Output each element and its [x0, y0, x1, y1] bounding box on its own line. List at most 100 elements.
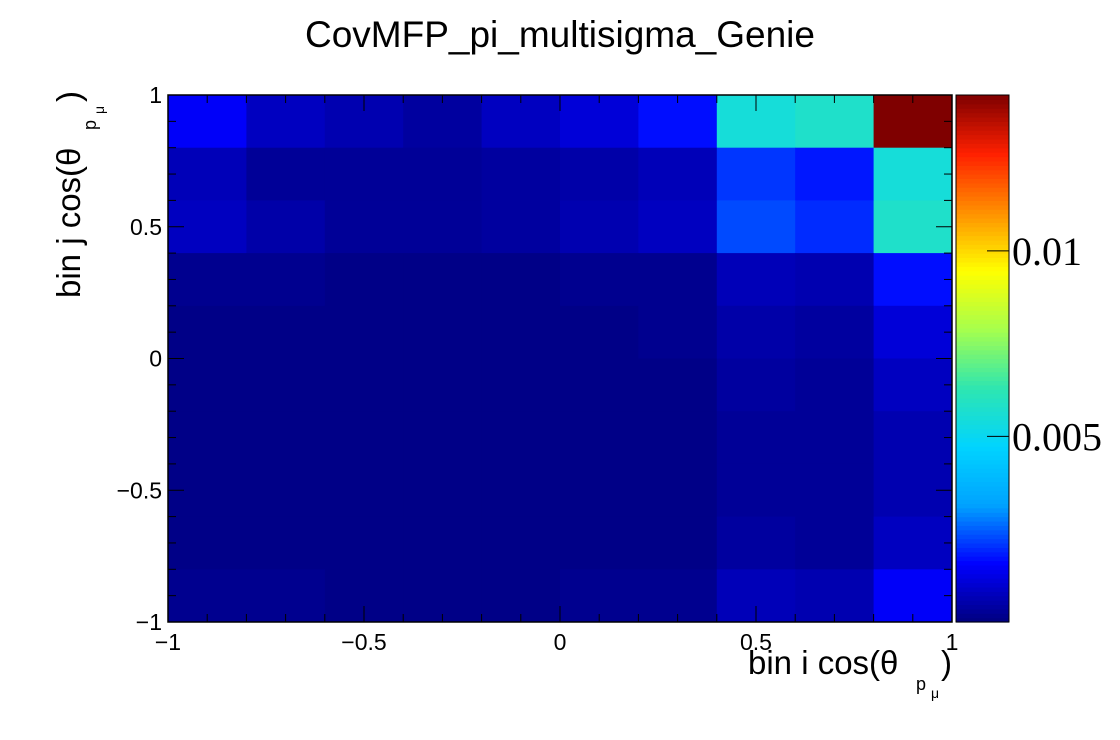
colorbar-segment [956, 402, 1009, 408]
colorbar-segment [956, 354, 1009, 360]
colorbar-segment [956, 428, 1009, 434]
heatmap-cell [168, 95, 247, 149]
colorbar-segment [956, 419, 1009, 425]
heatmap-cell [168, 358, 247, 412]
heatmap-cell [716, 463, 796, 518]
heatmap-cell [403, 253, 483, 307]
heatmap-cell [560, 358, 639, 412]
colorbar-segment [956, 358, 1009, 364]
colorbar-segment [956, 494, 1009, 500]
colorbar-segment [956, 406, 1009, 412]
colorbar-segment [956, 301, 1009, 307]
title-box [260, 4, 860, 66]
colorbar-segment [956, 547, 1009, 553]
colorbar-segment [956, 160, 1009, 166]
heatmap-cell [324, 411, 404, 465]
colorbar-segment [956, 178, 1009, 184]
x-tick-label: 1 [946, 629, 959, 655]
colorbar-segment [956, 564, 1009, 570]
colorbar-segment [956, 450, 1009, 456]
heatmap-cell [873, 411, 953, 465]
x-tick-label: 0.5 [740, 629, 772, 655]
colorbar-segment [956, 608, 1009, 614]
colorbar-segment [956, 204, 1009, 210]
colorbar-segment [956, 582, 1009, 588]
color-scale-bar: 0.005 0.01 [955, 94, 1102, 623]
heatmap-cell [481, 253, 561, 307]
colorbar-segment [956, 591, 1009, 597]
colorbar-segment [956, 222, 1009, 228]
colorbar-segment [956, 617, 1009, 623]
colorbar-segment [956, 573, 1009, 579]
heatmap-cell [795, 253, 875, 307]
heatmap-cell [638, 305, 718, 359]
colorbar-segment [956, 310, 1009, 316]
heatmap-cell [246, 200, 326, 254]
y-axis-label-sub-mu: μ [91, 106, 107, 114]
heatmap-cells [168, 95, 953, 623]
colorbar-segment [956, 516, 1009, 522]
heatmap-cell [168, 147, 247, 201]
colorbar-segment [956, 244, 1009, 250]
x-axis-label-close: ) [941, 644, 952, 681]
colorbar-segment [956, 534, 1009, 540]
heatmap-cell [795, 147, 875, 201]
heatmap-cell [638, 200, 718, 254]
heatmap-cell [560, 95, 639, 149]
colorbar-segment [956, 152, 1009, 158]
colorbar-segment [956, 253, 1009, 259]
colorbar-segment [956, 503, 1009, 509]
colorbar-segment [956, 446, 1009, 452]
colorbar-segment [956, 340, 1009, 346]
colorbar-segment [956, 99, 1009, 105]
colorbar-segment [956, 538, 1009, 544]
y-axis-label-main: bin j cos(θ [50, 148, 87, 298]
colorbar-segment [956, 376, 1009, 382]
heatmap-cell [481, 516, 561, 570]
heatmap-cell [560, 200, 639, 254]
colorbar-segment [956, 367, 1009, 373]
heatmap-cell [246, 95, 326, 149]
colorbar-segment [956, 182, 1009, 188]
heatmap-cell [168, 411, 247, 465]
heatmap-cell [638, 147, 718, 201]
heatmap-cell [638, 411, 718, 465]
heatmap-cell [795, 200, 875, 254]
heatmap-cell [873, 569, 953, 623]
heatmap-cell [560, 463, 639, 518]
colorbar-segment [956, 384, 1009, 390]
heatmap-cell [716, 200, 796, 254]
colorbar-segment [956, 261, 1009, 267]
colorbar-segment [956, 209, 1009, 215]
colorbar-tick-label: 0.005 [1012, 414, 1102, 459]
colorbar-segment [956, 323, 1009, 329]
heatmap-cell [403, 147, 483, 201]
colorbar-segment [956, 266, 1009, 272]
colorbar-segment [956, 297, 1009, 303]
colorbar-segment [956, 459, 1009, 465]
colorbar-segment [956, 239, 1009, 245]
colorbar-segment [956, 288, 1009, 294]
x-tick-label: −0.5 [341, 629, 386, 655]
colorbar-segment [956, 125, 1009, 131]
colorbar-segment [956, 525, 1009, 531]
x-axis-label-sub-p: p [916, 674, 926, 694]
colorbar-segment [956, 279, 1009, 285]
heatmap-cell [638, 569, 718, 623]
colorbar-segment [956, 345, 1009, 351]
heatmap-cell [324, 305, 404, 359]
heatmap-cell [716, 358, 796, 412]
heatmap-cell [403, 569, 483, 623]
heatmap-cell [716, 305, 796, 359]
heatmap-cell [168, 305, 247, 359]
colorbar-segment [956, 116, 1009, 122]
heatmap-cell [403, 305, 483, 359]
colorbar-segment [956, 468, 1009, 474]
heatmap-cell [716, 516, 796, 570]
heatmap-cell [246, 463, 326, 518]
heatmap-cell [560, 305, 639, 359]
colorbar-tick-label: 0.01 [1012, 229, 1082, 274]
colorbar-segment [956, 415, 1009, 421]
y-tick-label: −1 [136, 609, 162, 635]
heatmap-cell [638, 516, 718, 570]
